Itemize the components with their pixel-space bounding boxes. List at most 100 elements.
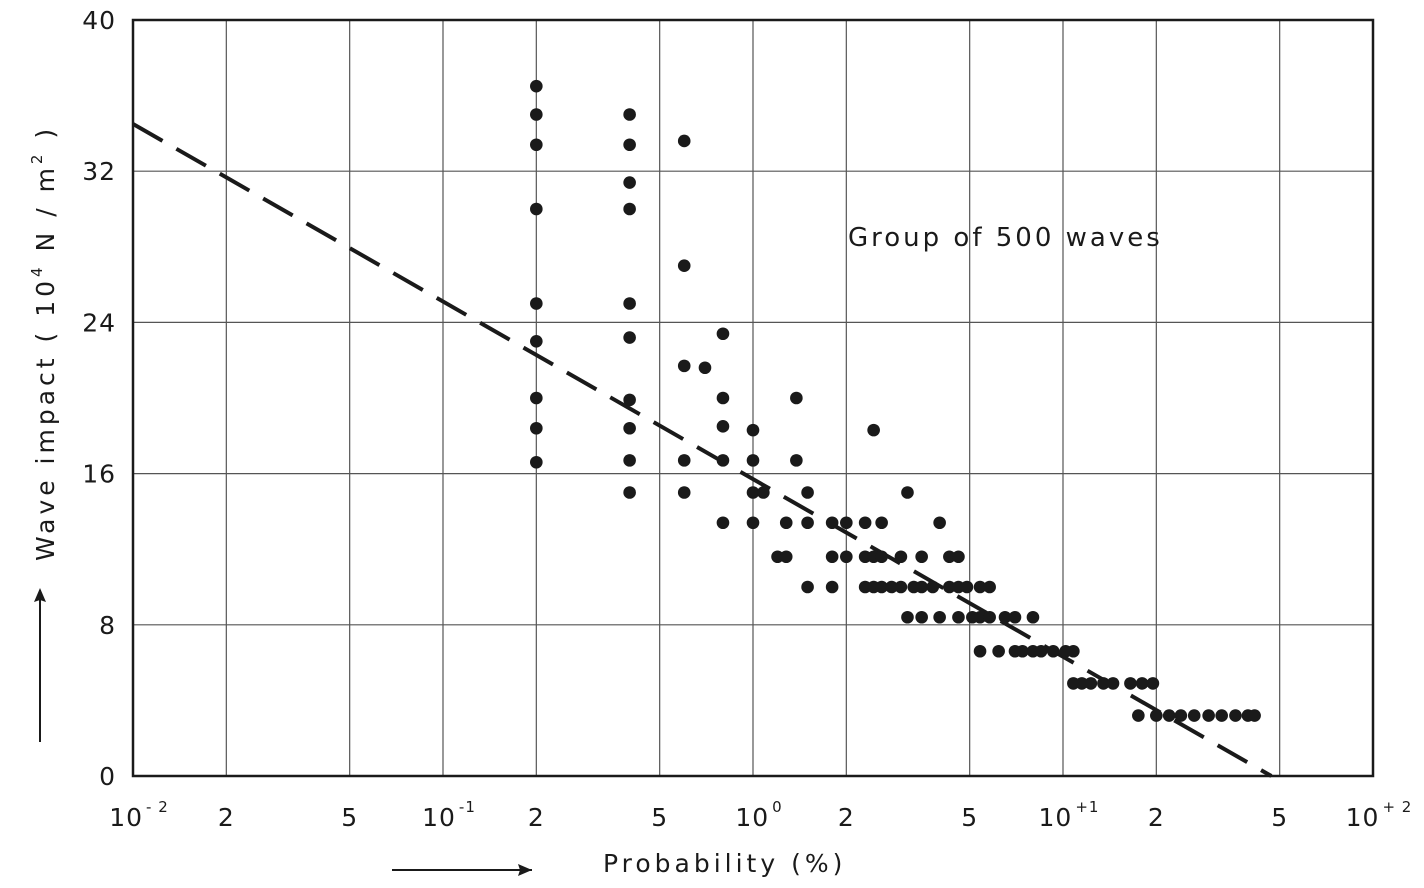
x-tick-exponent: + 2 bbox=[1382, 798, 1412, 816]
data-point bbox=[943, 580, 956, 594]
data-point bbox=[1026, 610, 1040, 624]
x-tick-label: 2 bbox=[218, 803, 235, 832]
y-tick-label: 32 bbox=[82, 157, 116, 186]
data-point bbox=[623, 454, 636, 467]
data-point bbox=[530, 421, 543, 435]
data-point bbox=[983, 610, 996, 624]
data-point bbox=[779, 516, 793, 530]
data-point bbox=[623, 202, 636, 216]
data-point bbox=[530, 335, 543, 348]
x-tick-label: 5 bbox=[1271, 803, 1288, 832]
y-tick-label: 40 bbox=[82, 6, 116, 35]
data-point bbox=[960, 580, 974, 594]
data-point bbox=[926, 580, 940, 594]
data-point bbox=[1162, 709, 1176, 722]
data-point bbox=[677, 454, 691, 467]
x-tick-base: 10 bbox=[1039, 803, 1073, 832]
x-tick-exponent: -1 bbox=[459, 798, 476, 816]
data-point bbox=[1016, 644, 1029, 658]
y-tick-label: 16 bbox=[82, 460, 116, 489]
data-point bbox=[623, 331, 636, 344]
data-point bbox=[623, 486, 636, 499]
data-point bbox=[1174, 709, 1188, 722]
data-point bbox=[973, 580, 987, 594]
data-point bbox=[757, 486, 770, 499]
y-axis-label-group: Wave impact ( 104 N / m2 ) bbox=[28, 125, 60, 561]
data-point bbox=[901, 486, 914, 499]
x-tick-label: 10- 2 bbox=[109, 798, 169, 832]
x-tick-label: 5 bbox=[961, 803, 978, 832]
y-tick-label: 24 bbox=[82, 308, 116, 337]
data-point bbox=[716, 391, 730, 405]
data-point bbox=[943, 550, 956, 564]
y-label-prefix: Wave impact ( 10 bbox=[31, 277, 60, 561]
data-points bbox=[530, 79, 1261, 722]
data-point bbox=[746, 454, 760, 467]
data-point bbox=[1106, 677, 1120, 690]
data-point bbox=[952, 550, 965, 564]
y-label-mid: N / m bbox=[31, 164, 60, 263]
data-point bbox=[623, 421, 636, 435]
data-point bbox=[840, 550, 853, 564]
data-point bbox=[894, 550, 908, 564]
data-point bbox=[825, 550, 839, 564]
data-point bbox=[677, 259, 691, 273]
x-tick-base: 10 bbox=[422, 803, 456, 832]
data-point bbox=[867, 423, 880, 437]
data-point bbox=[1150, 709, 1163, 722]
data-point bbox=[1046, 644, 1060, 658]
data-point bbox=[1075, 677, 1089, 690]
data-point bbox=[1135, 677, 1149, 690]
x-tick-label: 2 bbox=[838, 803, 855, 832]
data-point bbox=[801, 516, 814, 530]
annotation-text: Group of 500 waves bbox=[848, 223, 1163, 253]
y-axis-label: Wave impact ( 104 N / m2 ) bbox=[28, 125, 60, 561]
x-tick-label: 10 +1 bbox=[1039, 798, 1100, 832]
data-point bbox=[885, 580, 898, 594]
y-axis-arrow bbox=[34, 588, 46, 742]
x-tick-label: 5 bbox=[341, 803, 358, 832]
data-point bbox=[746, 423, 760, 437]
data-point bbox=[875, 516, 888, 530]
chart-grid bbox=[132, 19, 1374, 777]
x-tick-base: 10 bbox=[1346, 803, 1380, 832]
data-point bbox=[858, 516, 872, 530]
data-point bbox=[623, 297, 636, 310]
data-point bbox=[623, 393, 636, 407]
data-point bbox=[698, 361, 712, 375]
x-tick-exponent: +1 bbox=[1075, 798, 1099, 816]
data-point bbox=[875, 550, 888, 564]
data-point bbox=[716, 420, 730, 433]
data-point bbox=[1124, 677, 1137, 690]
data-point bbox=[530, 297, 543, 310]
data-point bbox=[915, 550, 928, 564]
data-point bbox=[825, 516, 839, 530]
data-point bbox=[1229, 709, 1242, 722]
data-point bbox=[801, 580, 814, 594]
data-point bbox=[952, 610, 965, 624]
data-point bbox=[623, 138, 636, 152]
data-point bbox=[716, 327, 730, 341]
data-point bbox=[746, 516, 760, 530]
data-point bbox=[790, 391, 803, 405]
data-point bbox=[973, 610, 987, 624]
data-point bbox=[779, 550, 793, 564]
trend-line bbox=[132, 122, 1273, 778]
y-label-exp2: 2 bbox=[28, 151, 46, 165]
data-point bbox=[677, 359, 691, 373]
x-tick-label: 10 -1 bbox=[422, 798, 476, 832]
data-point bbox=[1146, 677, 1160, 690]
data-point bbox=[1248, 709, 1261, 722]
data-point bbox=[894, 580, 908, 594]
data-point bbox=[998, 610, 1012, 624]
data-point bbox=[1132, 709, 1145, 722]
data-point bbox=[746, 486, 760, 499]
data-point bbox=[530, 202, 543, 216]
data-point bbox=[915, 610, 928, 624]
data-point bbox=[933, 516, 946, 530]
data-point bbox=[1067, 644, 1080, 658]
data-point bbox=[801, 486, 814, 499]
x-tick-label: 2 bbox=[1148, 803, 1165, 832]
data-point bbox=[1008, 610, 1022, 624]
